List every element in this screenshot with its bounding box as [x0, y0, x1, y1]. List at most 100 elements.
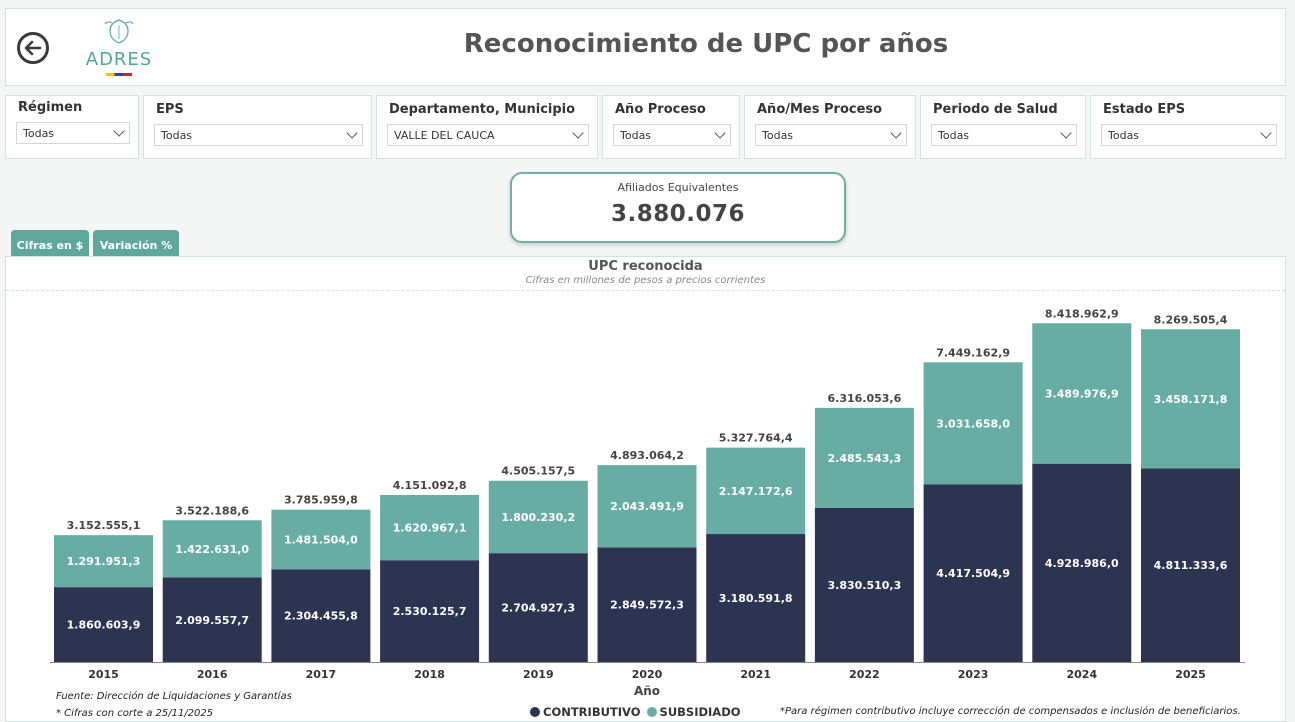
filter-label: Año Proceso: [615, 102, 706, 117]
x-tick-label: 2019: [523, 668, 554, 681]
filter-value: Todas: [1108, 129, 1140, 142]
tab-variacion[interactable]: Variación %: [93, 230, 179, 260]
filter-label: Departamento, Municipio: [389, 102, 576, 117]
filter-label: Estado EPS: [1103, 102, 1186, 117]
data-label-contributivo: 4.928.986,0: [1045, 557, 1119, 570]
filter-ano-mes-proceso: Año/Mes Proceso Todas: [744, 95, 916, 159]
data-label-contributivo: 2.849.572,3: [610, 599, 684, 612]
data-label-contributivo: 2.099.557,7: [175, 614, 249, 627]
coat-of-arms-icon: [104, 19, 134, 44]
bar-contributivo: [923, 484, 1023, 662]
bar-contributivo: [1141, 468, 1240, 662]
bar-subsidiado: [488, 480, 588, 554]
data-label-contributivo: 2.530.125,7: [393, 605, 467, 618]
x-tick-label: 2021: [740, 668, 771, 681]
kpi-value: 3.880.076: [611, 201, 745, 227]
filter-select[interactable]: Todas: [755, 124, 907, 146]
filter-value: Todas: [762, 129, 794, 142]
bar-subsidiado: [54, 535, 153, 588]
filter-select[interactable]: Todas: [1101, 124, 1277, 146]
filter-value: Todas: [938, 129, 970, 142]
data-label-total: 8.269.505,4: [1154, 313, 1228, 326]
data-label-total: 4.505.157,5: [501, 465, 575, 478]
arrow-left-icon: [24, 40, 42, 56]
x-tick-label: 2018: [414, 668, 445, 681]
filter-value: VALLE DEL CAUCA: [394, 129, 495, 142]
adres-logo: ADRES: [84, 17, 154, 79]
x-tick-label: 2025: [1175, 668, 1206, 681]
data-label-total: 8.418.962,9: [1045, 307, 1119, 320]
data-label-total: 3.785.959,8: [284, 494, 358, 507]
bar-contributivo: [54, 587, 153, 662]
cutoff-note: * Cifras con corte a 25/11/2025: [56, 708, 214, 719]
data-label-contributivo: 3.830.510,3: [828, 579, 902, 592]
regimen-note: *Para régimen contributivo incluye corre…: [780, 706, 1241, 717]
data-label-subsidiado: 3.489.976,9: [1045, 387, 1119, 400]
x-tick-label: 2024: [1066, 668, 1097, 681]
bar-contributivo: [706, 534, 806, 662]
chart-legend: CONTRIBUTIVO SUBSIDIADO: [530, 705, 747, 719]
filter-label: EPS: [156, 102, 184, 117]
legend-label: CONTRIBUTIVO: [543, 705, 641, 719]
filter-value: Todas: [161, 129, 193, 142]
data-label-subsidiado: 3.031.658,0: [936, 417, 1010, 430]
data-label-subsidiado: 3.458.171,8: [1154, 393, 1228, 406]
data-label-total: 3.522.188,6: [175, 504, 249, 517]
logo-text: ADRES: [85, 49, 153, 70]
data-label-total: 4.893.064,2: [610, 449, 684, 462]
bar-subsidiado: [597, 465, 697, 548]
bar-contributivo: [488, 553, 588, 662]
legend-dot-icon: [646, 707, 657, 717]
bar-subsidiado: [814, 407, 914, 508]
data-label-subsidiado: 2.043.491,9: [610, 500, 684, 513]
legend-item-contributivo[interactable]: CONTRIBUTIVO: [530, 705, 641, 719]
legend-label: SUBSIDIADO: [659, 705, 741, 719]
data-label-total: 3.152.555,1: [67, 519, 141, 532]
data-label-contributivo: 2.304.455,8: [284, 610, 358, 623]
filter-select[interactable]: Todas: [613, 124, 731, 146]
back-button[interactable]: [17, 32, 49, 64]
bar-subsidiado: [271, 509, 371, 570]
tab-cifras[interactable]: Cifras en $: [11, 230, 89, 260]
bar-subsidiado: [1141, 329, 1240, 469]
bar-subsidiado: [923, 362, 1023, 485]
bar-contributivo: [380, 560, 480, 662]
page-title: Reconocimiento de UPC por años: [463, 29, 949, 59]
data-label-total: 6.316.053,6: [828, 392, 902, 405]
data-label-total: 4.151.092,8: [393, 479, 467, 492]
data-label-subsidiado: 1.422.631,0: [175, 543, 249, 556]
kpi-label: Afiliados Equivalentes: [617, 181, 739, 194]
filter-departamento: Departamento, Municipio VALLE DEL CAUCA: [376, 95, 598, 159]
legend-item-subsidiado[interactable]: SUBSIDIADO: [646, 705, 741, 719]
filter-estado-eps: Estado EPS Todas: [1090, 95, 1286, 159]
filter-eps: EPS Todas: [143, 95, 372, 159]
x-tick-label: 2015: [88, 668, 119, 681]
chart-title: UPC reconocida: [588, 259, 703, 274]
filter-select[interactable]: Todas: [16, 122, 130, 144]
x-tick-label: 2017: [306, 668, 337, 681]
data-label-total: 7.449.162,9: [936, 346, 1010, 359]
filter-label: Año/Mes Proceso: [757, 102, 883, 117]
bar-subsidiado: [1032, 323, 1132, 464]
data-label-subsidiado: 1.800.230,2: [501, 511, 575, 524]
bar-contributivo: [1032, 463, 1132, 662]
filter-select[interactable]: Todas: [931, 124, 1077, 146]
filter-ano-proceso: Año Proceso Todas: [602, 95, 740, 159]
bar-contributivo: [814, 507, 914, 662]
x-tick-label: 2022: [849, 668, 880, 681]
x-axis-label: Año: [634, 684, 660, 698]
bar-contributivo: [271, 569, 371, 662]
bar-subsidiado: [706, 447, 806, 535]
filter-select[interactable]: VALLE DEL CAUCA: [387, 124, 589, 146]
data-label-contributivo: 2.704.927,3: [501, 602, 575, 615]
legend-dot-icon: [530, 707, 540, 717]
x-tick-label: 2016: [197, 668, 228, 681]
filter-select[interactable]: Todas: [154, 124, 363, 146]
data-label-contributivo: 3.180.591,8: [719, 592, 793, 605]
filter-regimen: Régimen Todas: [5, 95, 139, 159]
logo-flag-bar: [106, 73, 132, 76]
data-label-contributivo: 4.417.504,9: [936, 567, 1010, 580]
filter-label: Periodo de Salud: [933, 102, 1058, 117]
x-tick-label: 2023: [958, 668, 989, 681]
